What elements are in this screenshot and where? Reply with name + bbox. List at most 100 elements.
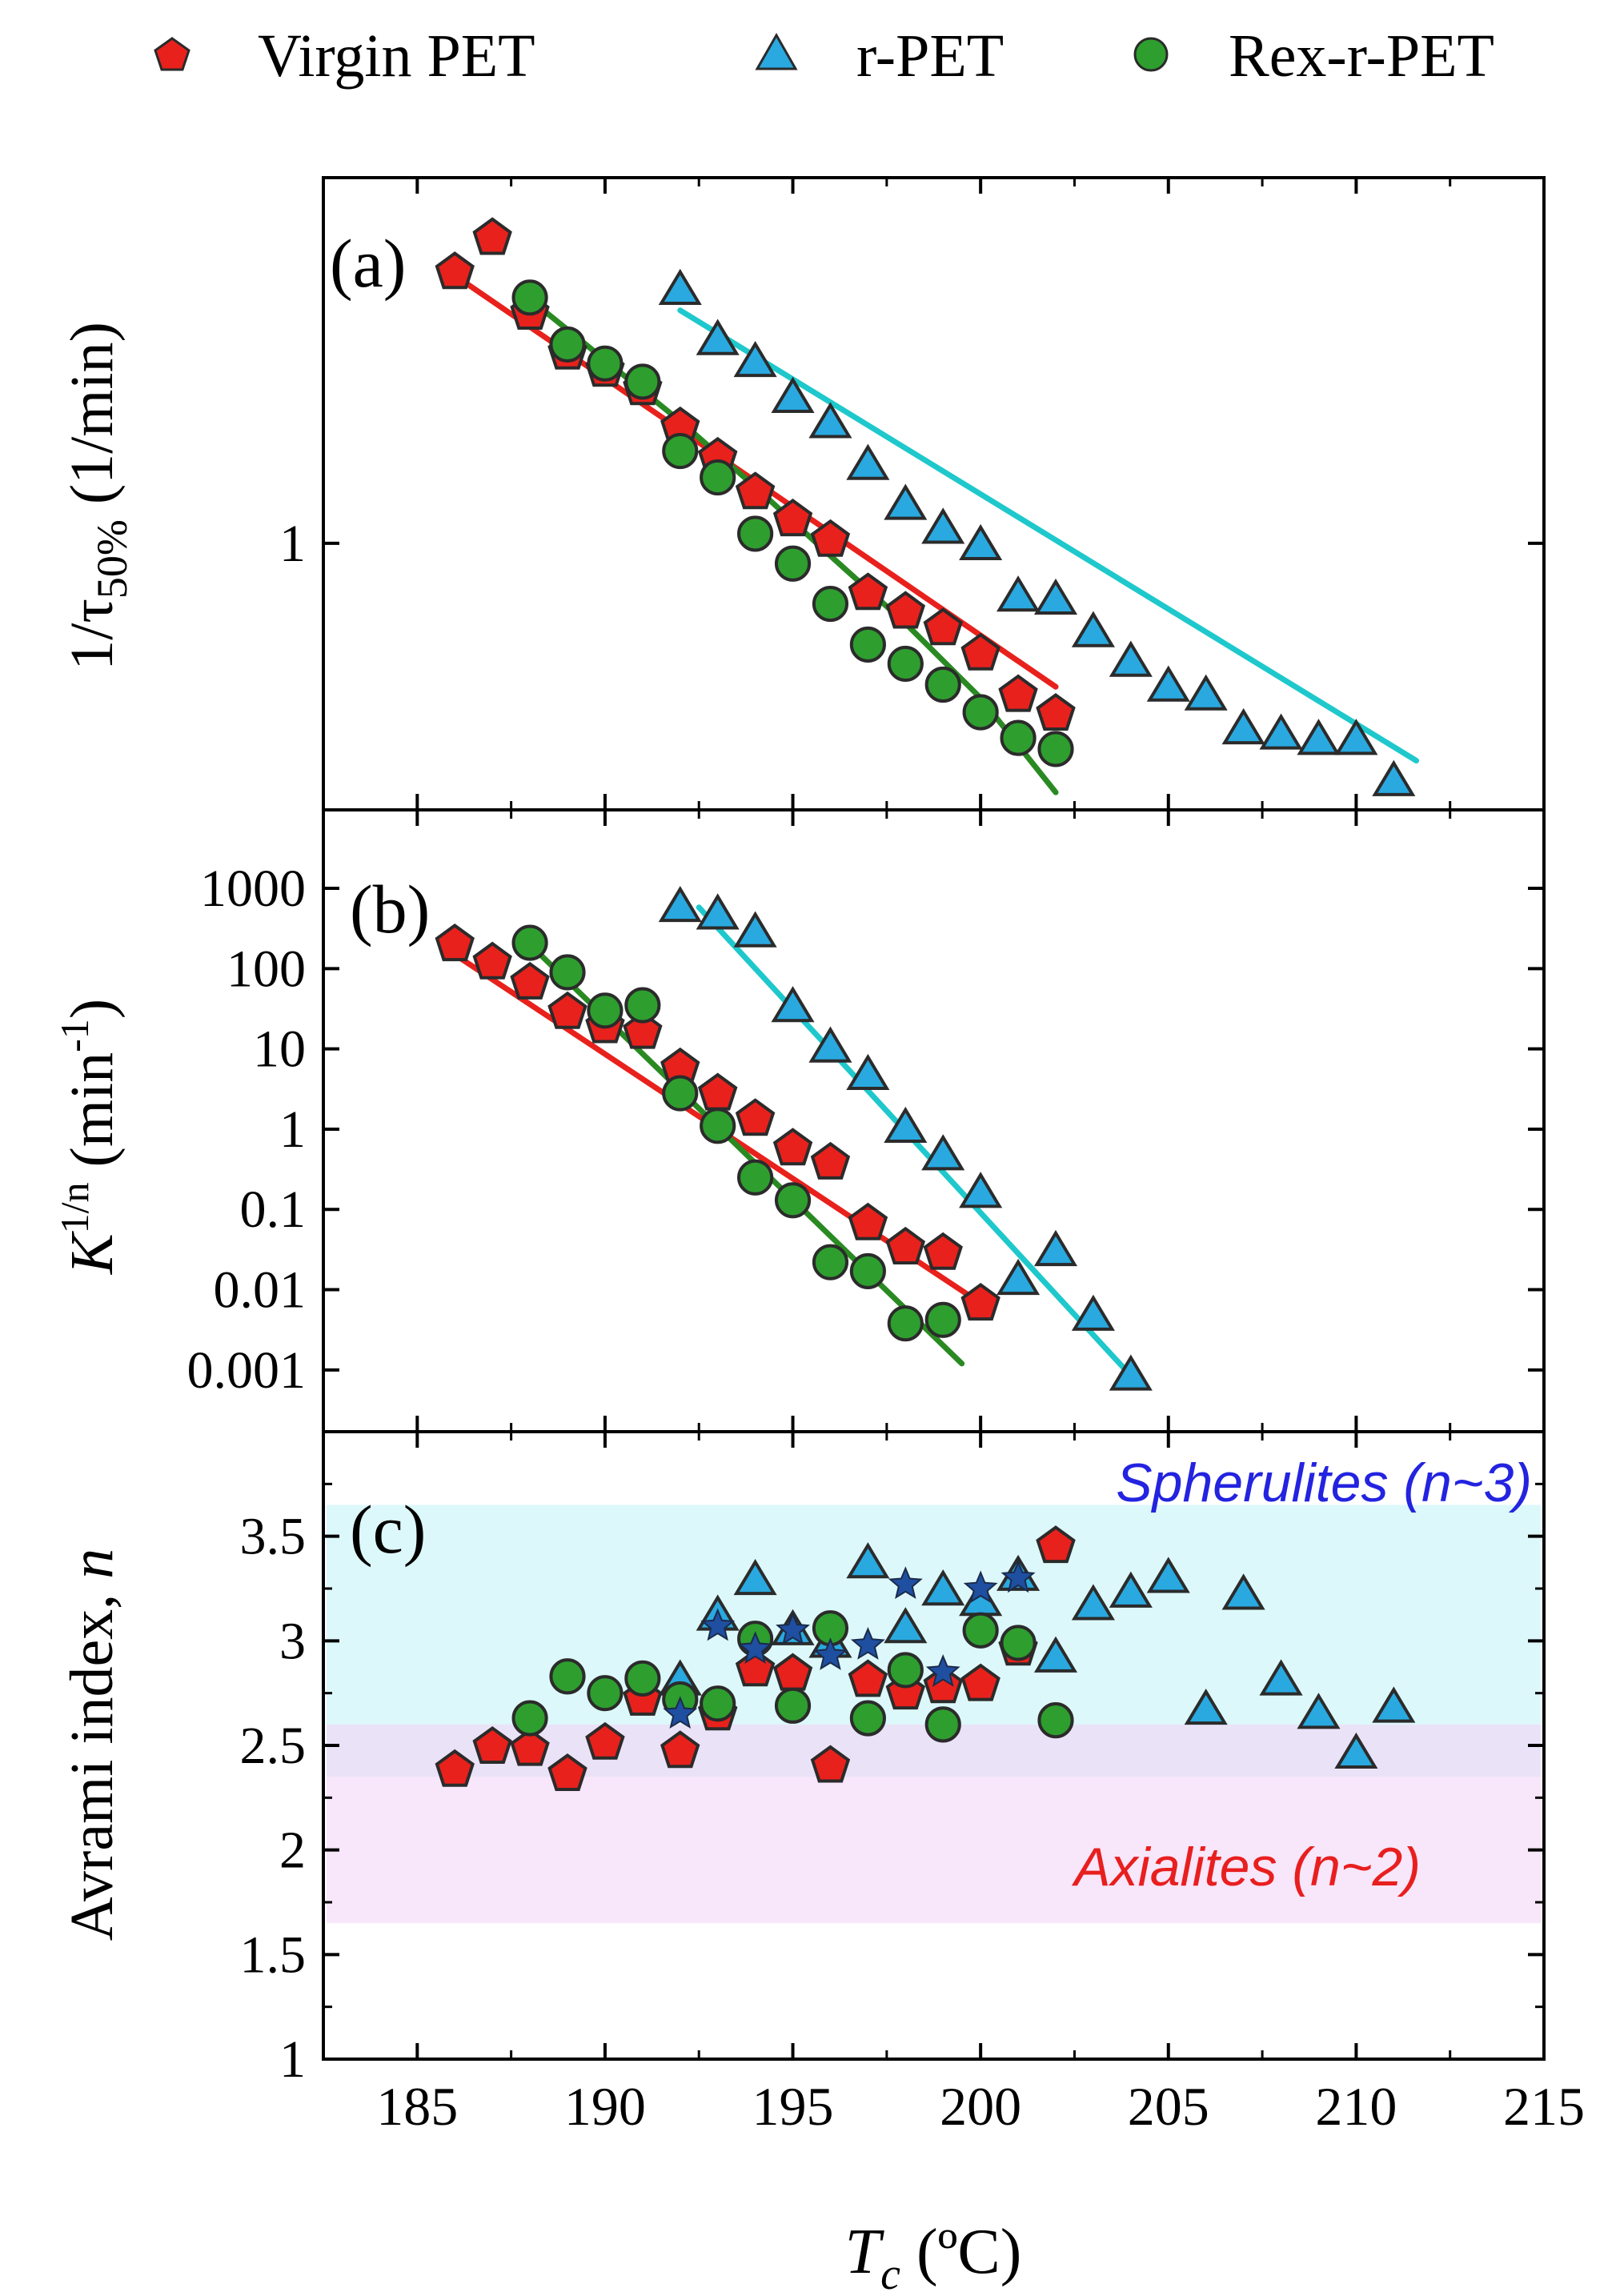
y-tick-label: 2 (279, 1821, 306, 1880)
data-point-r-pet (996, 1258, 1041, 1296)
data-point-virgin-pet (960, 632, 1000, 671)
panel-c-ylabel-italic: n (58, 1549, 126, 1579)
data-point-virgin-pet (472, 217, 512, 255)
series-star-markers (663, 1560, 1036, 1729)
data-point-virgin-pet (998, 674, 1038, 712)
data-point-r-pet (921, 1134, 965, 1171)
data-point-r-pet (1109, 1354, 1153, 1391)
data-point-r-pet (771, 986, 815, 1023)
panel-a-label: (a) (330, 225, 406, 302)
data-point-virgin-pet (923, 607, 963, 646)
data-point-rex-r-pet (549, 326, 586, 363)
data-point-rex-r-pet (587, 345, 624, 382)
panel-a-ylabel: 1/τ50% (1/min) (58, 322, 136, 671)
data-point-rex-r-pet (662, 432, 699, 470)
data-point-r-pet (658, 885, 702, 923)
data-point-virgin-pet (735, 1098, 776, 1136)
panel-c-ylabel: Avrami index, n (58, 1549, 126, 1941)
data-point-rex-r-pet (924, 1301, 961, 1338)
data-point-rex-r-pet (737, 1159, 774, 1196)
data-point-virgin-pet (435, 924, 475, 962)
data-point-rex-r-pet (662, 1075, 699, 1112)
data-point-r-pet (1071, 1294, 1115, 1331)
data-point-r-pet (846, 1053, 890, 1091)
data-point-virgin-pet (923, 1665, 963, 1704)
data-point-r-pet (1259, 713, 1303, 750)
series-rex-r-pet (511, 924, 961, 1342)
panel-a-ylabel-sub: 50% (88, 519, 136, 599)
data-point-r-pet (1033, 1229, 1078, 1267)
x-tick-label: 205 (1128, 2076, 1209, 2137)
data-point-virgin-pet (810, 1745, 851, 1783)
data-point-r-pet (921, 1569, 965, 1606)
data-point-rex-r-pet (887, 1652, 924, 1689)
data-point-virgin-pet (660, 1730, 700, 1769)
y-tick-label: 0.01 (214, 1261, 307, 1320)
data-point-r-pet (1071, 611, 1115, 647)
series-r-pet (658, 885, 1153, 1391)
data-point-virgin-pet (547, 991, 587, 1029)
legend-marker-pentagon (154, 37, 190, 71)
data-point-r-pet (921, 507, 965, 544)
data-point-r-pet (1334, 1732, 1378, 1769)
data-point-virgin-pet (435, 251, 475, 290)
data-point-rex-r-pet (1037, 1702, 1074, 1739)
data-point-rex-r-pet (962, 1612, 999, 1649)
data-point-virgin-pet (472, 941, 512, 980)
data-point-star-markers (850, 1627, 885, 1660)
data-point-r-pet (808, 1026, 852, 1063)
data-point-rex-r-pet (549, 1658, 586, 1695)
data-point-virgin-pet (585, 1721, 625, 1760)
data-point-virgin-pet (923, 1232, 963, 1270)
data-point-r-pet (1071, 1584, 1115, 1621)
data-point-virgin-pet (435, 1749, 475, 1787)
panel-c-plot (435, 1525, 1416, 1791)
panel-a-ylabel-prefix: 1/τ (58, 599, 126, 671)
data-point-rex-r-pet (624, 987, 661, 1024)
x-tick-label: 215 (1503, 2076, 1585, 2137)
data-point-rex-r-pet (624, 1660, 661, 1697)
spherulites-label: Spherulites (n~3) (1116, 1453, 1532, 1513)
data-point-virgin-pet (772, 1128, 813, 1166)
data-point-r-pet (996, 575, 1041, 612)
data-point-rex-r-pet (737, 515, 774, 552)
panel-c-label: (c) (350, 1491, 426, 1568)
data-point-r-pet (1184, 1689, 1228, 1725)
data-point-r-pet (1221, 707, 1265, 745)
data-point-rex-r-pet (511, 924, 548, 961)
data-point-r-pet (1033, 578, 1078, 615)
data-point-r-pet (1372, 1686, 1416, 1723)
data-point-virgin-pet (960, 1283, 1000, 1321)
data-point-rex-r-pet (812, 1244, 849, 1280)
x-tick-label: 200 (940, 2076, 1021, 2137)
data-point-r-pet (808, 402, 852, 439)
data-point-rex-r-pet (774, 1182, 812, 1219)
y-tick-label: 0.1 (240, 1180, 307, 1239)
data-point-r-pet (1334, 719, 1378, 755)
panel-b-plot (435, 885, 1153, 1391)
y-tick-label: 1 (279, 515, 306, 573)
data-point-rex-r-pet (962, 694, 999, 731)
axialites-label: Axialites (n~2) (1071, 1837, 1421, 1897)
panel-a-ylabel-suffix: (1/min) (58, 322, 126, 519)
data-point-star-markers (1000, 1560, 1036, 1593)
data-point-rex-r-pet (849, 1252, 886, 1289)
panel-b-ylabel-sup2: -1 (52, 1019, 97, 1052)
y-tick-label: 100 (227, 940, 306, 998)
data-point-r-pet (1109, 1571, 1153, 1608)
data-point-r-pet (1146, 1557, 1190, 1593)
data-point-rex-r-pet (700, 1108, 736, 1144)
panel-b-ylabel-end: ) (58, 999, 126, 1019)
panel-b-label: (b) (350, 871, 430, 948)
data-point-rex-r-pet (849, 1700, 886, 1737)
data-point-r-pet (1146, 665, 1190, 702)
panel-a-plot (435, 217, 1419, 796)
data-point-r-pet (1297, 719, 1341, 755)
data-point-virgin-pet (772, 499, 813, 537)
x-axis-label-sub: c (880, 2250, 900, 2296)
data-point-virgin-pet (623, 1011, 663, 1049)
y-tick-label: 1.5 (240, 1925, 307, 1984)
legend-label-virgin-pet: Virgin PET (258, 22, 535, 90)
data-point-r-pet (1109, 640, 1153, 677)
